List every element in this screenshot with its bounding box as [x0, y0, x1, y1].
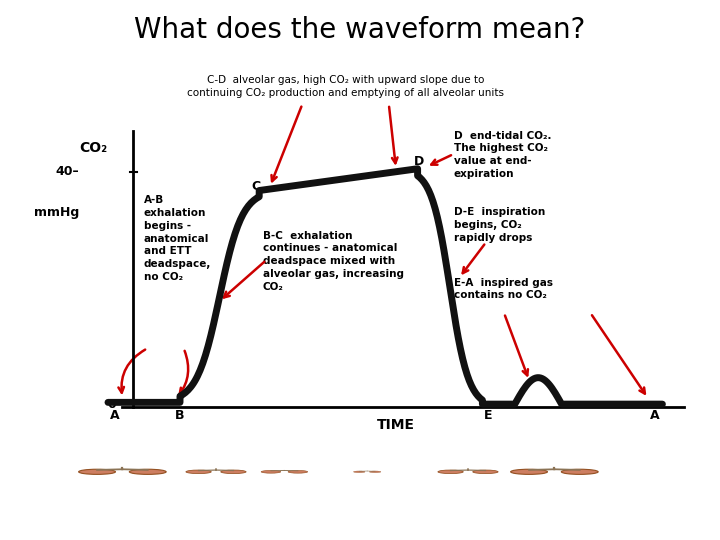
- Ellipse shape: [130, 469, 166, 475]
- Text: C-D  alveolar gas, high CO₂ with upward slope due to: C-D alveolar gas, high CO₂ with upward s…: [207, 75, 485, 85]
- Text: E: E: [484, 409, 492, 422]
- Text: CO₂: CO₂: [79, 141, 108, 155]
- Text: D: D: [414, 154, 424, 167]
- Ellipse shape: [288, 470, 307, 473]
- Ellipse shape: [78, 469, 115, 475]
- Text: E-A  inspired gas
contains no CO₂: E-A inspired gas contains no CO₂: [454, 278, 552, 300]
- Ellipse shape: [369, 471, 381, 472]
- Ellipse shape: [562, 469, 598, 475]
- Text: continuing CO₂ production and emptying of all alveolar units: continuing CO₂ production and emptying o…: [187, 88, 504, 98]
- Ellipse shape: [473, 470, 498, 474]
- Text: C: C: [251, 180, 260, 193]
- Text: B-C  exhalation
continues - anatomical
deadspace mixed with
alveolar gas, increa: B-C exhalation continues - anatomical de…: [263, 231, 404, 292]
- Text: 40–: 40–: [55, 165, 79, 178]
- Ellipse shape: [510, 469, 547, 475]
- Text: What does the waveform mean?: What does the waveform mean?: [135, 16, 585, 44]
- Text: mmHg: mmHg: [34, 206, 79, 219]
- Ellipse shape: [354, 471, 365, 472]
- Text: B: B: [175, 409, 185, 422]
- Text: D  end-tidal CO₂.
The highest CO₂
value at end-
expiration: D end-tidal CO₂. The highest CO₂ value a…: [454, 131, 551, 179]
- Text: TIME: TIME: [377, 418, 415, 432]
- Text: A: A: [650, 409, 660, 422]
- Text: D-E  inspiration
begins, CO₂
rapidly drops: D-E inspiration begins, CO₂ rapidly drop…: [454, 207, 545, 242]
- Ellipse shape: [261, 470, 281, 473]
- Ellipse shape: [186, 470, 211, 474]
- Text: 0: 0: [107, 397, 116, 410]
- Text: A: A: [110, 409, 120, 422]
- Text: A-B
exhalation
begins -
anatomical
and ETT
deadspace,
no CO₂: A-B exhalation begins - anatomical and E…: [144, 195, 212, 282]
- Ellipse shape: [221, 470, 246, 474]
- Ellipse shape: [438, 470, 463, 474]
